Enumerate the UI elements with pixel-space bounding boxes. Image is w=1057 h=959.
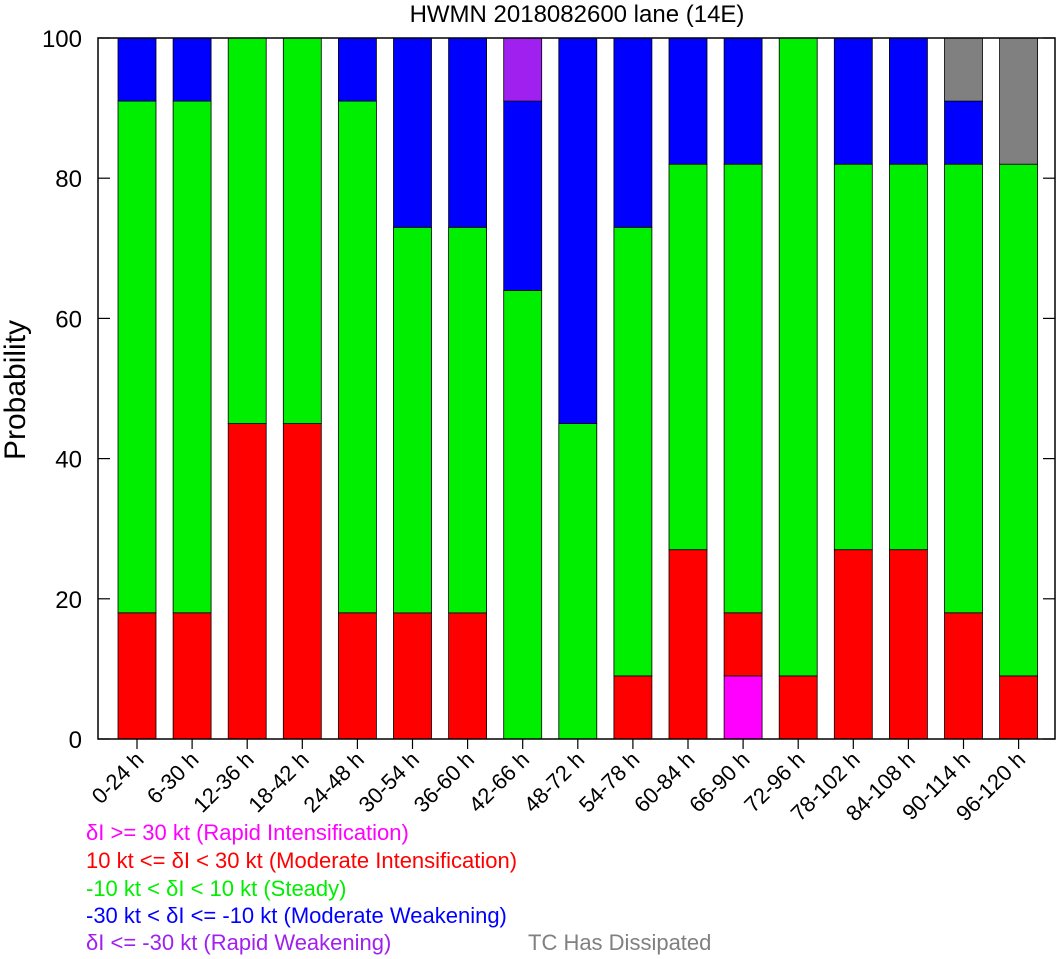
bar-segment-6-3 [448,37,488,228]
bars-group [117,37,1038,740]
bar-segment-13-2 [833,163,873,551]
bar-segment-15-5 [944,37,983,102]
bar-segment-6-1 [448,612,488,740]
bar-segment-1-1 [172,612,212,740]
bar-segment-0-1 [117,612,157,740]
bar-segment-14-1 [889,549,928,740]
x-tick-label-0: 0-24 h [87,747,149,809]
x-tick-label-7: 42-66 h [464,747,534,817]
bar-segment-13-3 [833,37,873,165]
bar-segment-9-2 [613,226,653,677]
bar-segment-15-3 [944,100,983,165]
x-tick-label-2: 12-36 h [188,747,258,817]
bar-segment-4-2 [337,100,377,614]
legend-entry-3: -30 kt < δI <= -10 kt (Moderate Weakenin… [86,903,507,928]
y-tick-label-2: 40 [55,447,82,474]
bar-segment-8-3 [558,37,598,425]
bar-segment-3-2 [282,37,322,425]
bar-segment-10-1 [668,549,708,740]
legend-entry-2: -10 kt < δI < 10 kt (Steady) [86,876,347,901]
bar-segment-6-2 [448,226,488,614]
y-tick-label-3: 60 [55,306,82,333]
bar-segment-7-2 [503,289,543,740]
legend-entry-4: δI <= -30 kt (Rapid Weakening) [86,930,392,955]
legend-entry-5: TC Has Dissipated [528,930,712,955]
bar-segment-4-3 [337,37,377,102]
y-tick-label-5: 100 [42,26,82,53]
bar-segment-12-1 [778,675,818,740]
bar-segment-11-3 [723,37,763,165]
bar-segment-16-5 [999,37,1038,165]
x-tick-label-4: 24-48 h [298,747,368,817]
bar-segment-12-2 [778,37,818,677]
bar-segment-9-1 [613,675,653,740]
bar-segment-13-1 [833,549,873,740]
bar-segment-2-2 [227,37,267,425]
x-tick-label-8: 48-72 h [519,747,589,817]
x-tick-label-5: 30-54 h [354,747,424,817]
bar-segment-7-3 [503,100,543,291]
bar-segment-5-3 [393,37,432,228]
bar-segment-7-4 [503,37,543,102]
bar-segment-1-2 [172,100,212,614]
x-axis-ticks: 0-24 h6-30 h12-36 h18-42 h24-48 h30-54 h… [87,739,1030,826]
x-tick-label-10: 60-84 h [629,747,699,817]
bar-segment-16-1 [999,675,1038,740]
x-tick-label-6: 36-60 h [409,747,479,817]
bar-segment-4-1 [337,612,377,740]
bar-segment-14-2 [889,163,928,551]
legend-entry-1: 10 kt <= δI < 30 kt (Moderate Intensific… [86,848,518,873]
bar-segment-11-1 [723,612,763,677]
bar-segment-3-1 [282,423,322,740]
y-tick-label-4: 80 [55,166,82,193]
y-tick-label-1: 20 [55,587,82,614]
bar-segment-15-1 [944,612,983,740]
bar-segment-0-2 [117,100,157,614]
bar-segment-5-2 [393,226,432,614]
bar-segment-14-3 [889,37,928,165]
bar-segment-10-2 [668,163,708,551]
bar-segment-11-0 [723,675,763,740]
y-axis-ticks: 0 20 40 60 80 100 [42,26,1055,754]
x-tick-label-11: 66-90 h [684,747,754,817]
plot-frame [97,37,1056,740]
x-tick-label-3: 18-42 h [243,747,313,817]
bar-segment-1-3 [172,37,212,102]
bar-segment-10-3 [668,37,708,165]
bar-segment-8-2 [558,423,598,740]
bar-segment-16-2 [999,163,1038,677]
bar-segment-0-3 [117,37,157,102]
bar-segment-2-1 [227,423,267,740]
x-tick-label-9: 54-78 h [574,747,644,817]
y-axis-label: Probability [0,320,32,460]
y-tick-label-0: 0 [69,727,82,754]
bar-segment-11-2 [723,163,763,614]
bar-segment-5-1 [393,612,432,740]
bar-segment-9-3 [613,37,653,228]
chart-title: HWMN 2018082600 lane (14E) [410,1,745,28]
legend-entry-0: δI >= 30 kt (Rapid Intensification) [86,820,409,845]
bar-segment-15-2 [944,163,983,614]
